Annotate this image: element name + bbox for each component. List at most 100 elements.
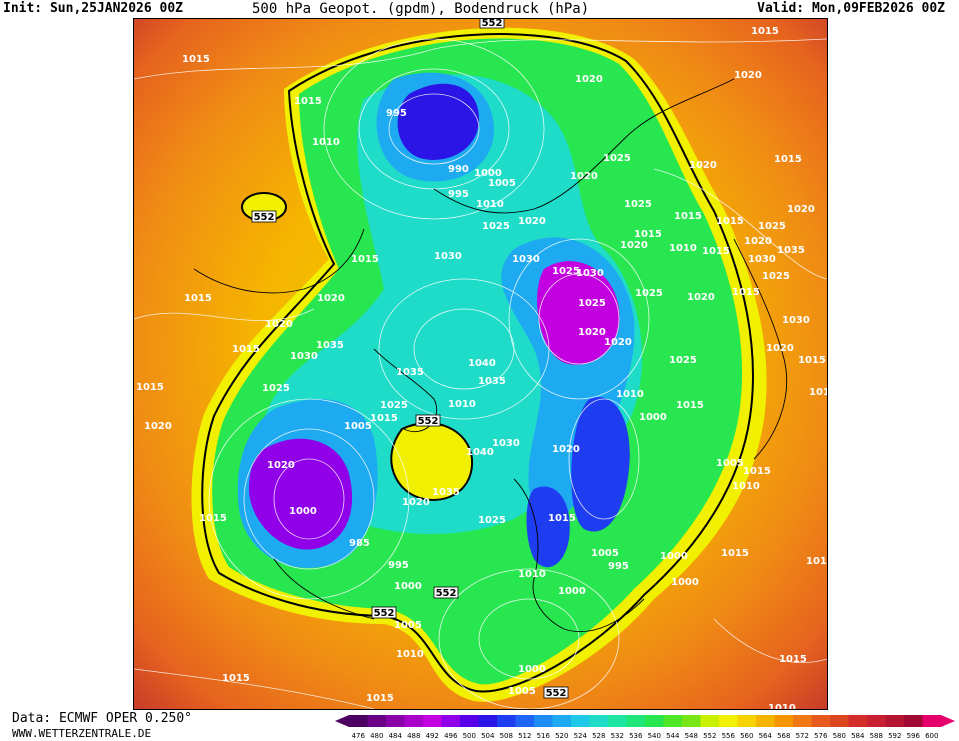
pressure-label: 995 bbox=[388, 560, 409, 571]
color-scale-tick-label: 548 bbox=[685, 732, 698, 740]
pressure-label: 1020 bbox=[578, 327, 606, 338]
contour-552-label-box bbox=[251, 210, 277, 223]
color-scale-swatch bbox=[830, 715, 849, 727]
coastlines bbox=[193, 78, 788, 633]
pressure-label: 1015 bbox=[806, 556, 827, 567]
contour-552-label: 552 bbox=[482, 19, 503, 29]
pressure-label: 985 bbox=[349, 538, 370, 549]
pressure-label: 1015 bbox=[634, 229, 662, 240]
website-label: WWW.WETTERZENTRALE.DE bbox=[12, 727, 152, 740]
pressure-label: 1030 bbox=[290, 351, 318, 362]
pressure-label: 1020 bbox=[604, 337, 632, 348]
color-scale-tick-label: 476 bbox=[352, 732, 366, 740]
pressure-label: 1010 bbox=[312, 137, 340, 148]
contour-552-label-box bbox=[479, 19, 505, 29]
pressure-label: 1015 bbox=[779, 654, 807, 665]
pressure-label: 1015 bbox=[294, 96, 322, 107]
pressure-label: 1000 bbox=[518, 664, 546, 675]
pressure-label: 1025 bbox=[624, 199, 652, 210]
pressure-label: 1015 bbox=[232, 344, 260, 355]
pressure-label: 1010 bbox=[476, 199, 504, 210]
blue-trough-east bbox=[526, 397, 630, 568]
pressure-label: 1015 bbox=[774, 154, 802, 165]
color-scale-swatch bbox=[663, 715, 683, 727]
color-scale-tick-label: 584 bbox=[851, 732, 865, 740]
color-scale-tick-label: 528 bbox=[592, 732, 605, 740]
color-scale-swatch bbox=[404, 715, 424, 727]
pressure-label: 1020 bbox=[317, 293, 345, 304]
pressure-label: 1020 bbox=[620, 240, 648, 251]
color-scale-tick-label: 492 bbox=[426, 732, 439, 740]
pressure-label: 1005 bbox=[716, 458, 744, 469]
pressure-label: 1025 bbox=[669, 355, 697, 366]
color-scale-swatch bbox=[737, 715, 757, 727]
pressure-label: 1010 bbox=[518, 569, 546, 580]
color-scale-swatch bbox=[922, 715, 942, 727]
pressure-label: 1000 bbox=[671, 577, 699, 588]
color-scale-tick-label: 544 bbox=[666, 732, 680, 740]
color-scale-swatch bbox=[367, 715, 387, 727]
pressure-label: 1025 bbox=[603, 153, 631, 164]
pressure-label: 1015 bbox=[751, 26, 779, 37]
pressure-label: 1000 bbox=[289, 506, 317, 517]
pressure-label: 1015 bbox=[716, 216, 744, 227]
pressure-label: 1025 bbox=[578, 298, 606, 309]
color-scale-tick-label: 576 bbox=[814, 732, 828, 740]
color-scale-tick-label: 516 bbox=[537, 732, 551, 740]
pressure-label: 1015 bbox=[182, 54, 210, 65]
pressure-label: 1015 bbox=[351, 254, 379, 265]
pressure-label: 1020 bbox=[402, 497, 430, 508]
valid-time-label: Valid: Mon,09FEB2026 00Z bbox=[757, 1, 945, 16]
color-scale-tick-label: 588 bbox=[870, 732, 883, 740]
pressure-label: 1005 bbox=[508, 686, 536, 697]
pressure-label: 1005 bbox=[394, 620, 422, 631]
pressure-label: 1010 bbox=[768, 703, 796, 709]
pressure-label: 1015 bbox=[370, 413, 398, 424]
pressure-label: 1030 bbox=[492, 438, 520, 449]
pressure-label: 1015 bbox=[721, 548, 749, 559]
color-scale-swatch bbox=[793, 715, 812, 727]
color-scale-arrow-right bbox=[941, 715, 955, 727]
color-scale-tick-label: 552 bbox=[703, 732, 716, 740]
color-scale-swatch bbox=[552, 715, 572, 727]
color-scale-tick-label: 504 bbox=[481, 732, 495, 740]
lightblue-band bbox=[237, 72, 635, 568]
pressure-label: 990 bbox=[448, 164, 469, 175]
pressure-label: 995 bbox=[448, 189, 469, 200]
color-scale-tick-label: 520 bbox=[555, 732, 568, 740]
pressure-label: 1005 bbox=[591, 548, 619, 559]
pressure-label: 1020 bbox=[267, 460, 295, 471]
pressure-label: 1030 bbox=[748, 254, 776, 265]
pressure-label: 1005 bbox=[344, 421, 372, 432]
pressure-label: 1015 bbox=[674, 211, 702, 222]
color-scale-tick-label: 556 bbox=[722, 732, 736, 740]
color-scale-swatch bbox=[904, 715, 923, 727]
color-scale-swatch bbox=[478, 715, 498, 727]
pressure-label: 1015 bbox=[809, 387, 827, 398]
pressure-label: 1010 bbox=[732, 481, 760, 492]
init-time-label: Init: Sun,25JAN2026 00Z bbox=[3, 1, 184, 16]
pressure-label: 1035 bbox=[432, 487, 460, 498]
pressure-label: 1000 bbox=[639, 412, 667, 423]
pressure-label: 1015 bbox=[548, 513, 576, 524]
pressure-label: 1020 bbox=[265, 319, 293, 330]
pressure-label: 1025 bbox=[758, 221, 786, 232]
color-scale-tick-label: 592 bbox=[888, 732, 901, 740]
color-scale-swatch bbox=[460, 715, 479, 727]
color-scale-swatch bbox=[349, 715, 368, 727]
contour-552-labels: 552 552 552 552 552 552 bbox=[251, 19, 569, 699]
color-scale-swatch bbox=[608, 715, 627, 727]
color-scale-tick-label: 568 bbox=[777, 732, 790, 740]
yellow-pocket-center bbox=[391, 423, 473, 500]
pressure-label: 1015 bbox=[222, 673, 250, 684]
contour-552-center bbox=[390, 422, 474, 501]
contour-552-label-box bbox=[415, 414, 441, 427]
color-scale-tick-label: 524 bbox=[574, 732, 588, 740]
pressure-label: 1015 bbox=[366, 693, 394, 704]
color-scale-tick-label: 488 bbox=[407, 732, 420, 740]
color-scale-tick-label: 564 bbox=[759, 732, 773, 740]
pressure-label: 1020 bbox=[734, 70, 762, 81]
color-scale-tick-label: 580 bbox=[833, 732, 846, 740]
color-scale-swatch bbox=[719, 715, 738, 727]
contour-552-label-box bbox=[543, 686, 569, 699]
